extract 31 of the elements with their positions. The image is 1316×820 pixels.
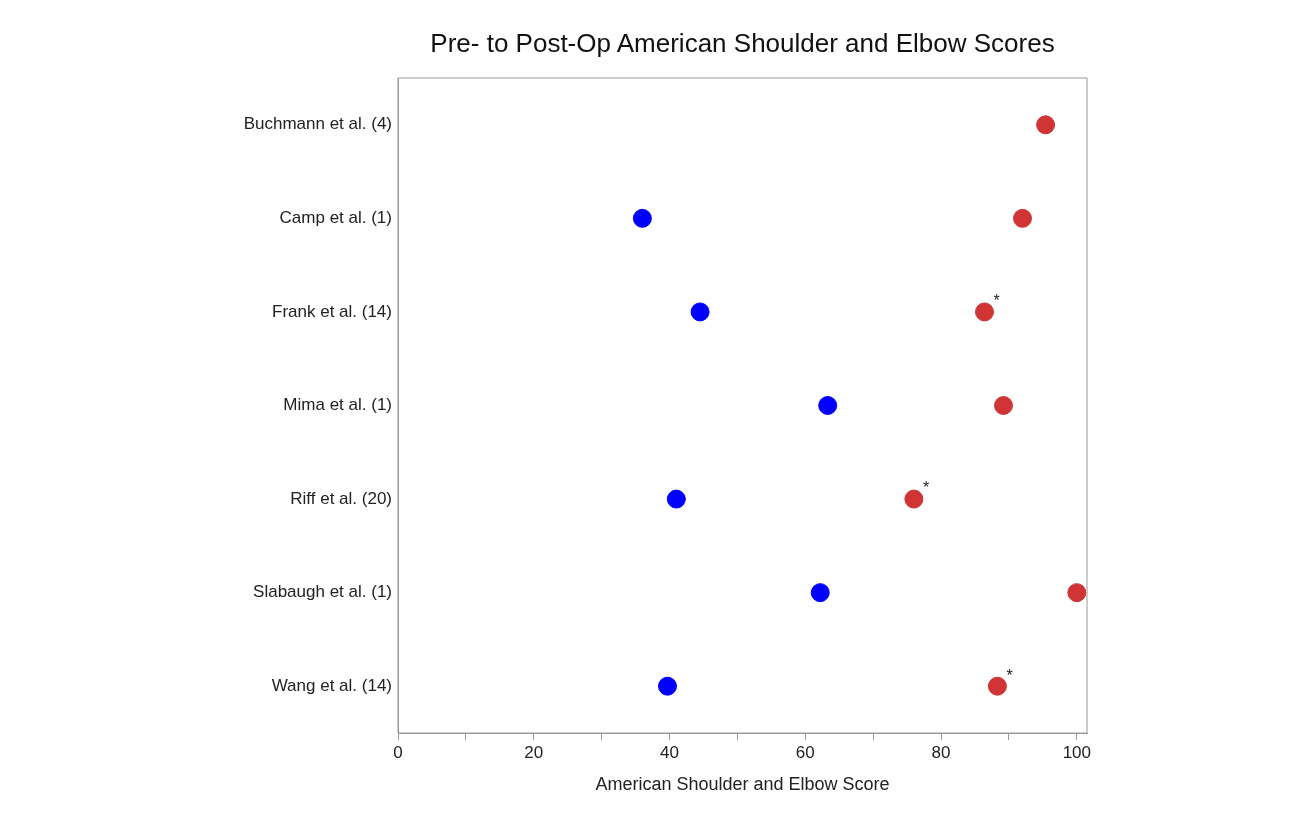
y-tick-label: Mima et al. (1) <box>283 395 392 415</box>
point <box>666 489 686 509</box>
point <box>1036 115 1056 135</box>
point <box>690 302 710 322</box>
annotation: * <box>1006 666 1013 684</box>
point <box>987 676 1007 696</box>
y-tick-label: Frank et al. (14) <box>272 301 392 321</box>
point <box>818 396 838 415</box>
annotation: * <box>922 479 930 497</box>
x-tick-label: 20 <box>524 742 544 762</box>
y-tick-label: Riff et al. (20) <box>290 488 392 508</box>
y-tick-label: Wang et al. (14) <box>271 675 392 695</box>
point <box>632 208 652 228</box>
point <box>1013 208 1033 228</box>
annotation: * <box>993 292 1000 310</box>
y-tick-label: Slabaugh et al. (1) <box>253 582 392 602</box>
point <box>657 676 677 696</box>
point <box>1067 583 1087 603</box>
point <box>994 396 1014 415</box>
x-axis-title: American Shoulder and Elbow Score <box>595 774 890 795</box>
y-tick-label: Camp et al. (1) <box>279 208 392 228</box>
x-tick-label: 80 <box>931 742 951 762</box>
x-tick-label: 100 <box>1062 742 1092 762</box>
chart-title: Pre- to Post-Op American Shoulder and Elbow Scores <box>430 28 1055 59</box>
x-tick-label: 40 <box>660 742 679 762</box>
y-tick-label: Buchmann et al. (4) <box>243 114 392 134</box>
x-tick-label: 60 <box>795 742 815 762</box>
point <box>810 583 830 603</box>
point <box>904 489 924 509</box>
point <box>975 302 994 322</box>
x-tick-label: 0 <box>393 742 403 762</box>
